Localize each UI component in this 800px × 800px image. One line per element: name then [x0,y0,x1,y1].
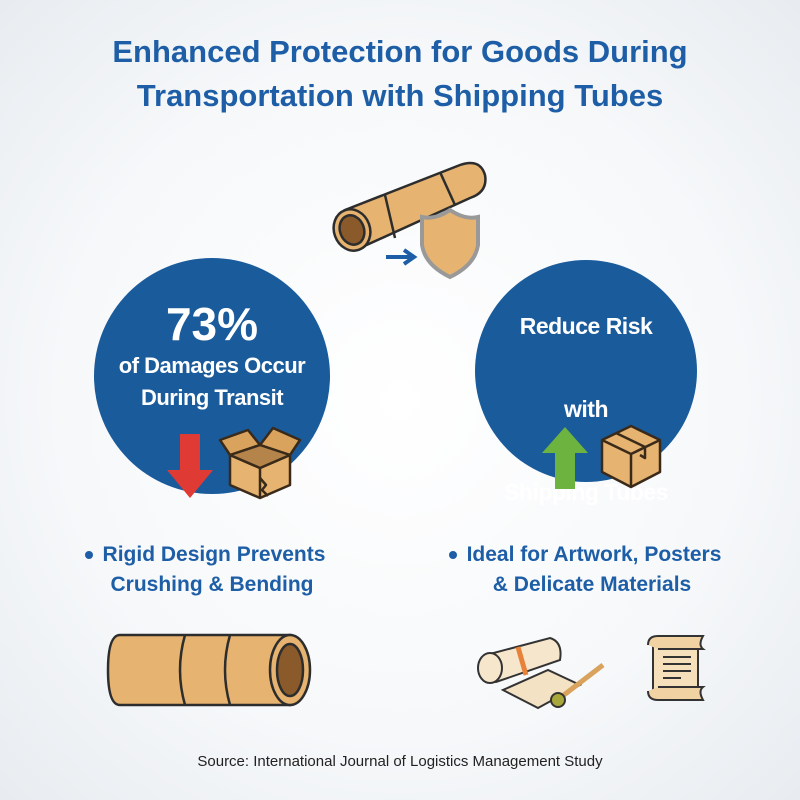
damage-percentage: 73% [165,298,259,350]
reduce-risk-line-3: Shipping Tubes [504,479,668,505]
arrow-up-icon [542,427,588,489]
arrow-down-icon [167,434,213,498]
bullet-text-line-2: & Delicate Materials [492,573,692,596]
damaged-box-icon [218,426,302,500]
bullet-dot [84,551,93,560]
arrow-right-icon [386,248,418,266]
bullet-dot [448,551,457,560]
scroll-document-icon [647,635,706,701]
tube-shield-icon [332,161,487,280]
title-line-2: Transportation with Shipping Tubes [136,78,664,113]
reduce-risk-line-2: with [564,396,609,422]
page-title: Enhanced Protection for Goods During Tra… [0,30,800,118]
bullet-text-line-2: Crushing & Bending [110,573,314,596]
bullet-rigid-design: Rigid Design Prevents Crushing & Bending [60,540,350,600]
rolled-paper-brush-icon [477,636,605,710]
bullet-ideal-for-artwork: Ideal for Artwork, Posters & Delicate Ma… [430,540,740,600]
damage-text-line-1: of Damages Occur [118,353,306,378]
reduce-risk-line-1: Reduce Risk [519,313,653,339]
bullet-text-line-1: Ideal for Artwork, Posters [466,543,722,566]
top-tube-icon [332,161,487,252]
box-icon [600,424,662,489]
bullet-text-line-1: Rigid Design Prevents [102,543,326,566]
damage-text-line-2: During Transit [140,385,284,410]
title-line-1: Enhanced Protection for Goods During [112,34,688,69]
shipping-tube-icon [106,633,312,707]
source-citation: Source: International Journal of Logisti… [197,753,603,770]
shield-icon [420,207,480,280]
